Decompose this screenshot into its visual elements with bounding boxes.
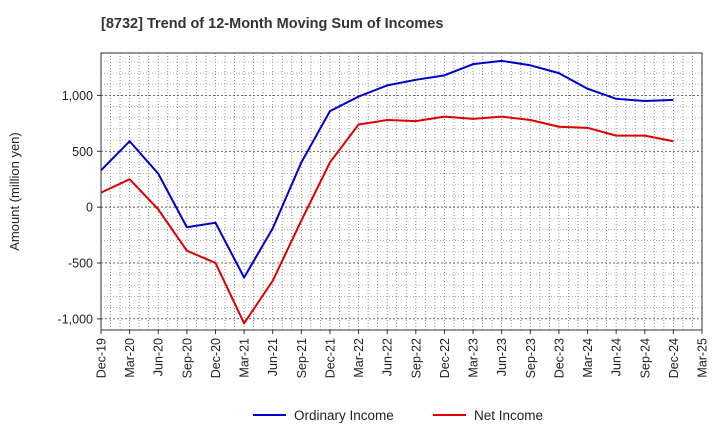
x-axis-ticks: Dec-19 Mar-20 Jun-20 Sep-20 Dec-20 Mar-21 Jun-… (95, 330, 710, 378)
x-tick-label: Sep-20 (180, 338, 194, 378)
series-lines (100, 59, 674, 325)
x-tick-label: Jun-22 (381, 338, 395, 376)
x-tick-label: Mar-24 (581, 338, 595, 378)
x-tick-label: Mar-22 (352, 338, 366, 378)
x-tick-label: Sep-22 (409, 338, 423, 378)
x-tick-label: Sep-21 (295, 338, 309, 378)
x-tick-label: Sep-23 (524, 338, 538, 378)
x-tick-label: Jun-24 (610, 338, 624, 376)
x-tick-label: Jun-23 (495, 338, 509, 376)
x-tick-label: Sep-24 (638, 338, 652, 378)
x-tick-label: Mar-20 (123, 338, 137, 378)
x-tick-label: Jun-21 (266, 338, 280, 376)
legend: Ordinary Income Net Income (253, 408, 543, 423)
x-tick-label: Dec-19 (95, 338, 109, 378)
x-tick-label: Dec-20 (209, 338, 223, 378)
series-line-net-income (100, 115, 674, 325)
y-tick-label: 1,000 (62, 89, 93, 103)
y-axis-ticks: -1,000 -500 0 500 1,000 (58, 89, 101, 326)
x-tick-label: Mar-23 (467, 338, 481, 378)
y-tick-label: 0 (86, 201, 93, 215)
plot-area (100, 52, 703, 331)
legend-label: Ordinary Income (294, 408, 394, 423)
chart-title: [8732] Trend of 12-Month Moving Sum of I… (101, 16, 443, 32)
x-tick-label: Dec-23 (552, 338, 566, 378)
legend-label: Net Income (474, 408, 543, 423)
x-tick-label: Dec-24 (667, 338, 681, 378)
vertical-gridlines (100, 53, 693, 330)
x-tick-label: Jun-20 (152, 338, 166, 376)
series-line-ordinary-income (100, 59, 674, 279)
x-tick-label: Mar-25 (696, 338, 710, 378)
y-axis-label: Amount (million yen) (7, 132, 22, 251)
horizontal-gridlines (101, 61, 702, 331)
y-tick-label: -500 (68, 256, 93, 270)
x-tick-label: Dec-21 (323, 338, 337, 378)
y-tick-label: 500 (72, 145, 93, 159)
y-tick-label: -1,000 (58, 312, 93, 326)
x-tick-label: Mar-21 (238, 338, 252, 378)
x-tick-label: Dec-22 (438, 338, 452, 378)
